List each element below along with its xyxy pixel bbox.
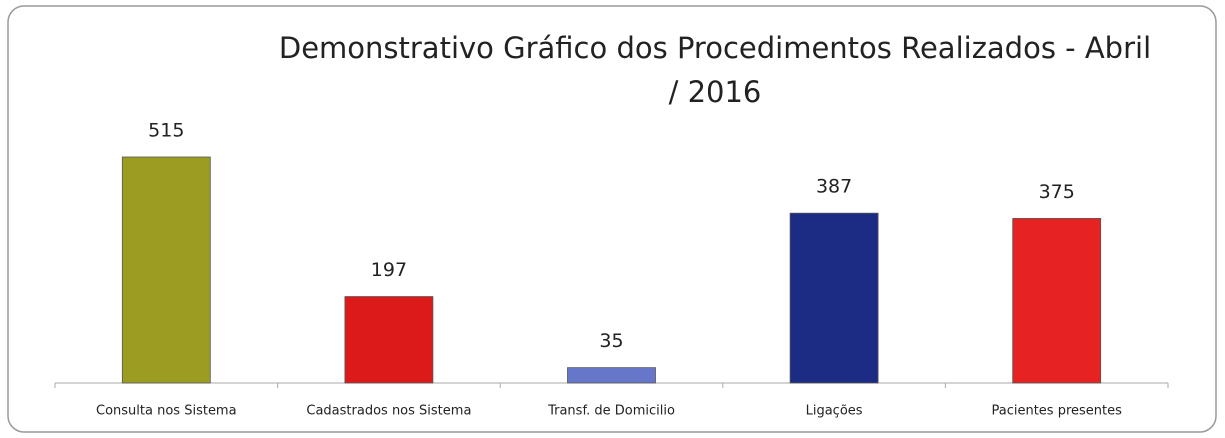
value-label: 197: [371, 259, 407, 281]
value-label: 515: [148, 120, 184, 142]
x-tick-label: Cadastrados nos Sistema: [306, 404, 471, 419]
bar: [567, 367, 656, 384]
bar: [121, 156, 211, 384]
value-label: 35: [599, 330, 623, 352]
chart-frame: [7, 5, 1217, 433]
x-tick-label: Ligações: [806, 404, 863, 419]
x-tick-label: Consulta nos Sistema: [96, 404, 237, 419]
bar: [344, 296, 434, 384]
chart-title: Demonstrativo Gráfico dos Procedimentos …: [278, 31, 1152, 109]
x-tick-label: Pacientes presentes: [991, 404, 1122, 419]
x-tick-label: Transf. de Domicilio: [547, 404, 675, 419]
bar: [1012, 218, 1102, 384]
value-label: 387: [816, 176, 852, 198]
value-label: 375: [1039, 181, 1075, 203]
bar: [789, 212, 879, 384]
